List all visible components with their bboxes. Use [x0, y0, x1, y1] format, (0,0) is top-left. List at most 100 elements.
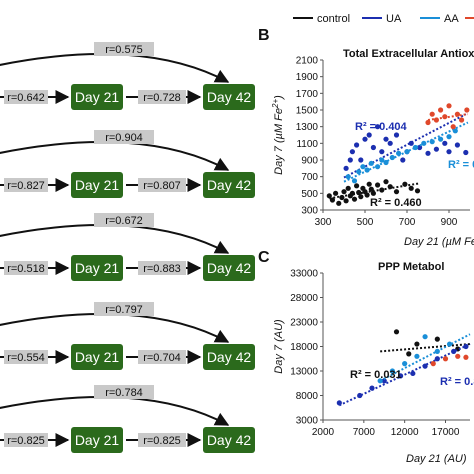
data-point: [389, 368, 396, 374]
left-r-label-bg: [4, 178, 48, 192]
data-point: [393, 189, 400, 195]
y-tick-label: 2100: [296, 56, 319, 67]
arc-arrow: [0, 141, 230, 171]
y-tick-label: 1500: [296, 106, 319, 117]
series-control: [326, 179, 421, 206]
mid-r-label-bg: [138, 433, 186, 447]
y-tick-label: 1100: [296, 139, 318, 150]
data-point: [459, 117, 465, 123]
data-point: [454, 142, 460, 148]
data-point: [446, 103, 452, 109]
series-control: [380, 329, 471, 357]
y-tick-label: 13000: [290, 367, 318, 378]
data-point: [383, 136, 389, 142]
arc-arrow: [0, 224, 230, 254]
data-point: [417, 144, 423, 151]
panel-letter: C: [258, 249, 270, 266]
y-tick-label: 33000: [290, 269, 318, 280]
day21-label: Day 21: [75, 349, 120, 365]
flow-row: r=0.575 r=0.642 Day 21 r=0.728 Day 42: [0, 42, 255, 110]
day21-box: [71, 84, 123, 110]
data-point: [429, 111, 435, 117]
data-point: [402, 361, 408, 367]
x-tick-label: 7000: [353, 427, 376, 438]
data-point: [370, 190, 376, 196]
data-point: [358, 157, 364, 163]
day21-label: Day 21: [75, 177, 120, 193]
r-squared-label: R² = 0.460: [370, 197, 422, 209]
data-point: [400, 157, 406, 163]
data-point: [464, 107, 470, 113]
data-point: [358, 194, 364, 200]
legend-label: control: [317, 13, 350, 25]
left-r-label-bg: [4, 261, 48, 275]
trend-line: [343, 113, 467, 179]
data-point: [354, 142, 360, 148]
mid-r-label-bg: [138, 261, 186, 275]
data-point: [442, 356, 449, 362]
left-r-label-bg: [4, 90, 48, 104]
y-tick-label: 28000: [290, 293, 318, 304]
arc-r-label-bg: [94, 213, 154, 227]
day42-box: [203, 84, 255, 110]
panel-c-scatter: C PPP Metabol 3000 8000 13000 18000 23000 28000…: [258, 249, 474, 465]
day21-label: Day 21: [75, 89, 120, 105]
left-r-label: r=0.827: [7, 180, 45, 192]
data-point: [360, 164, 366, 170]
x-axis-label: Day 21 (AU): [406, 453, 467, 465]
mid-r-label: r=0.728: [143, 92, 181, 104]
data-point: [339, 194, 345, 201]
data-point: [397, 373, 404, 379]
data-point: [393, 329, 400, 335]
y-label-close: ): [273, 95, 285, 101]
data-point: [446, 134, 452, 140]
data-point: [368, 160, 374, 166]
day21-label: Day 21: [75, 432, 120, 448]
trend-line: [338, 343, 471, 407]
day21-box: [71, 427, 123, 453]
arc-r-label-bg: [94, 302, 154, 316]
data-point: [345, 174, 351, 180]
flow-row: r=0.784 r=0.825 Day 21 r=0.825 Day 42: [0, 385, 255, 453]
data-point: [336, 200, 342, 206]
panel-b-scatter: control UA AA B Total Extracellular Antiox 30…: [258, 13, 474, 248]
mid-r-label: r=0.807: [143, 180, 181, 192]
arc-r-label: r=0.797: [105, 304, 143, 316]
day42-box: [203, 344, 255, 370]
mid-r-label: r=0.825: [143, 435, 181, 447]
day42-box: [203, 427, 255, 453]
data-point: [347, 157, 353, 163]
data-point: [351, 196, 358, 202]
day42-box: [203, 255, 255, 281]
data-point: [364, 192, 370, 198]
y-tick-label: 900: [301, 156, 318, 167]
arc-r-label: r=0.575: [105, 44, 143, 56]
y-tick-label: 8000: [296, 391, 319, 402]
y-tick-label: 18000: [290, 342, 318, 353]
mid-r-label-bg: [138, 178, 186, 192]
legend-label: UA: [386, 13, 402, 25]
x-axis-label: Day 21 (µM Fe: [404, 236, 474, 248]
data-point: [414, 188, 421, 194]
legend-label: AA: [444, 13, 459, 25]
left-r-label-bg: [4, 350, 48, 364]
day42-label: Day 42: [207, 177, 252, 193]
y-axis-label: Day 7 (AU): [273, 319, 285, 374]
arc-r-label-bg: [94, 385, 154, 399]
y-tick-label: 1300: [296, 122, 319, 133]
arc-r-label-bg: [94, 42, 154, 56]
day42-label: Day 42: [207, 432, 252, 448]
data-point: [463, 354, 469, 360]
y-label-unit: µM Fe: [273, 108, 285, 139]
data-point: [356, 169, 362, 175]
data-point: [414, 341, 420, 347]
y-tick-label: 700: [301, 172, 318, 183]
data-point: [370, 144, 376, 151]
arc-r-label: r=0.672: [105, 215, 143, 227]
y-tick-label: 1900: [296, 72, 319, 83]
data-point: [375, 182, 381, 188]
data-point: [366, 132, 372, 138]
